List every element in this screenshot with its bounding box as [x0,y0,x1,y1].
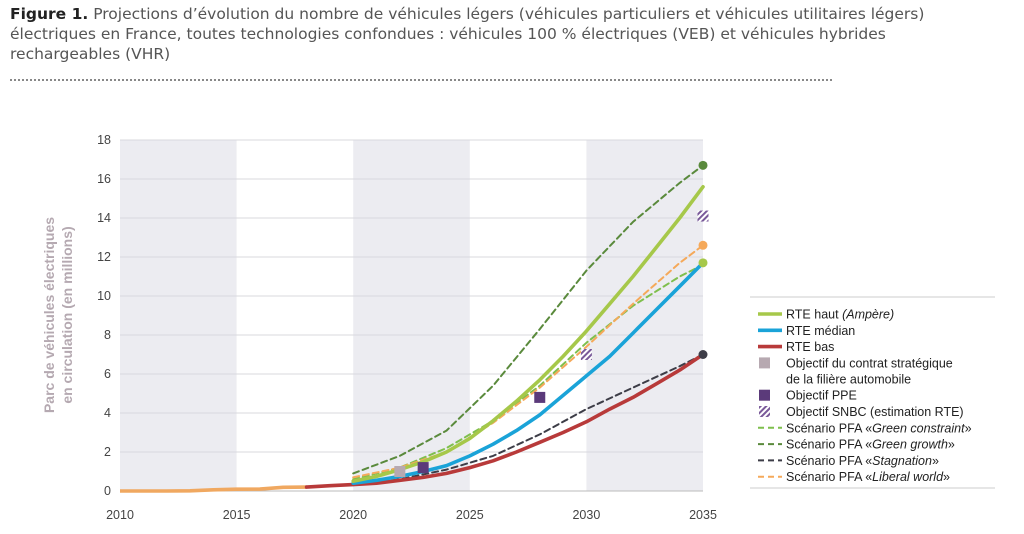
marker-obj-contrat-0 [394,466,406,477]
x-axis-ticks: 2010 2015 2020 2025 2030 2035 [106,508,717,522]
series-line-pfa-green-constraint [352,263,704,481]
legend-item-obj-contrat-swatch [759,357,770,369]
y-tick-label-18: 18 [97,133,111,147]
x-tick-label-2025: 2025 [456,508,484,522]
y-tick-label-4: 4 [104,406,111,420]
x-tick-label-2010: 2010 [106,508,134,522]
legend-item-obj-ppe-label-text: Objectif PPE [786,389,857,403]
legend-item-obj-ppe-label: Objectif PPE [786,389,857,403]
legend-item-rte-bas-label-text: RTE bas [786,340,834,354]
y-axis-label-line1: Parc de véhicules électriques [41,217,57,413]
legend-item-pfa-green-growth-label: Scénario PFA «Green growth» [786,438,955,452]
figure-label: Figure 1. [10,5,89,23]
legend-item-pfa-liberal-world-label-italic: Liberal world [872,470,944,484]
y-tick-label-6: 6 [104,367,111,381]
shaded-band-1 [353,140,470,491]
legend-item-pfa-liberal-world-label-end: » [943,470,950,484]
marker-obj-ppe-1 [417,462,429,474]
y-tick-label-0: 0 [104,484,111,498]
x-tick-label-2030: 2030 [572,508,600,522]
legend-item-obj-contrat-label-text: Objectif du contrat stratégique [786,356,953,370]
legend-item-rte-haut-label-text: RTE haut [786,308,842,322]
series-line-historical [120,485,307,493]
y-axis-label-line2: en circulation (en millions) [59,226,75,403]
legend-item-pfa-green-growth-label-end: » [948,438,955,452]
y-axis-ticks: 0 2 4 6 8 10 12 14 16 18 [97,133,111,498]
y-tick-label-12: 12 [97,250,111,264]
y-tick-label-2: 2 [104,445,111,459]
gridlines [120,139,703,492]
legend-item-rte-haut-label-italic: (Ampère) [842,308,894,322]
figure-caption: Figure 1. Projections d’évolution du nom… [10,4,1000,64]
legend-item-pfa-green-constraint-label-text: Scénario PFA « [786,421,872,435]
x-tick-label-2015: 2015 [223,508,251,522]
series-line-pfa-stagnation [352,353,704,487]
legend-item-rte-haut-label: RTE haut (Ampère) [786,308,894,322]
legend-item-obj-contrat-label-line2: de la filière automobile [786,372,911,386]
endpoint-pfa-stagnation-3 [698,350,708,359]
endpoint-rte-haut-1 [698,258,708,268]
figure-caption-text: Projections d’évolution du nombre de véh… [10,5,925,63]
series-line-rte-haut [351,185,705,484]
x-tick-label-2020: 2020 [339,508,367,522]
endpoint-pfa-liberal-world-2 [698,240,708,250]
legend-item-obj-snbc-label-text: Objectif SNBC (estimation RTE) [786,405,964,419]
series-line-rte-bas [304,352,705,489]
legend-item-pfa-green-constraint-label-italic: Green constraint [872,421,965,435]
shaded-bands [120,140,703,491]
legend-item-pfa-green-growth-label-text: Scénario PFA « [786,438,872,452]
marker-obj-snbc-3 [580,349,592,360]
legend-item-pfa-liberal-world-label: Scénario PFA «Liberal world» [786,470,950,484]
legend-item-pfa-liberal-world-label-text: Scénario PFA « [786,470,872,484]
x-tick-label-2035: 2035 [689,508,717,522]
endpoint-pfa-green-growth-0 [698,160,708,170]
legend-item-rte-median-label-text: RTE médian [786,324,855,338]
legend-item-obj-contrat-label: Objectif du contrat stratégique [786,356,953,370]
legend-item-pfa-stagnation-label-text: Scénario PFA « [786,454,872,468]
legend-item-rte-median-label: RTE médian [786,324,855,338]
series-line-pfa-green-growth [352,164,704,475]
marker-obj-snbc-4 [697,210,709,222]
plot-area [120,160,709,493]
legend-item-obj-snbc-label: Objectif SNBC (estimation RTE) [786,405,964,419]
series-line-pfa-liberal-world [352,244,704,479]
y-tick-label-10: 10 [97,289,111,303]
legend-item-pfa-stagnation-label-italic: Stagnation [872,454,932,468]
legend: RTE haut (Ampère) RTE médian RTE bas Object… [750,296,995,489]
y-tick-label-14: 14 [97,211,111,225]
legend-item-pfa-green-constraint-label-end: » [965,421,972,435]
legend-item-pfa-green-growth-label-italic: Green growth [872,438,948,452]
marker-obj-ppe-2 [534,391,546,403]
legend-item-pfa-stagnation-label: Scénario PFA «Stagnation» [786,454,939,468]
shaded-band-0 [120,140,237,491]
legend-item-pfa-stagnation-label-end: » [932,454,939,468]
y-tick-label-16: 16 [97,172,111,186]
legend-item-rte-bas-label: RTE bas [786,340,834,354]
legend-item-obj-snbc-swatch [759,406,770,417]
caption-divider [10,79,832,81]
legend-item-pfa-green-constraint-label: Scénario PFA «Green constraint» [786,421,972,435]
y-tick-label-8: 8 [104,328,111,342]
series-line-rte-median [351,261,705,485]
legend-item-obj-ppe-swatch [759,389,770,401]
shaded-band-2 [586,140,703,491]
